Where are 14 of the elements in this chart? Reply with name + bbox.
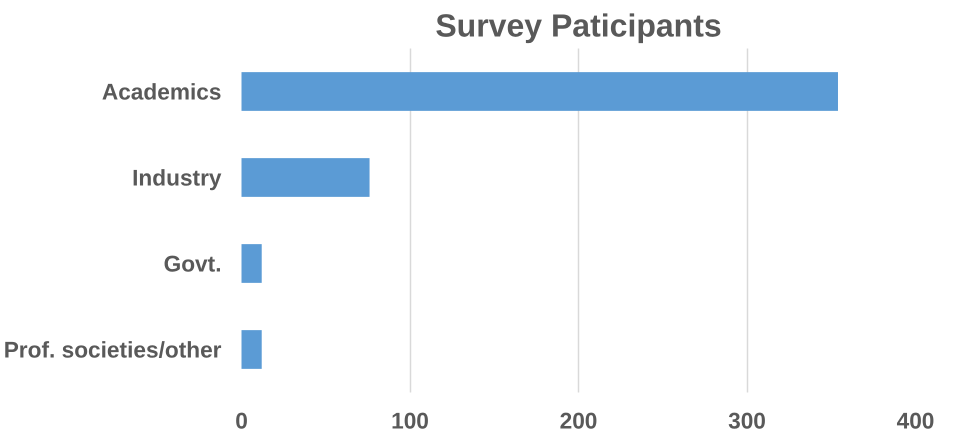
y-tick-label: Govt. <box>164 250 222 276</box>
bar <box>242 158 370 197</box>
x-tick-label: 0 <box>235 408 248 434</box>
bar <box>242 72 838 111</box>
x-tick-label: 300 <box>728 408 766 434</box>
bar <box>242 330 262 369</box>
x-tick-label: 100 <box>391 408 429 434</box>
x-tick-label: 200 <box>560 408 598 434</box>
chart-title: Survey Paticipants <box>435 8 722 44</box>
y-tick-label: Prof. societies/other <box>4 336 222 362</box>
bar <box>242 244 262 283</box>
y-tick-label: Industry <box>132 164 222 190</box>
x-tick-label: 400 <box>896 408 934 434</box>
y-tick-label: Academics <box>102 78 222 104</box>
